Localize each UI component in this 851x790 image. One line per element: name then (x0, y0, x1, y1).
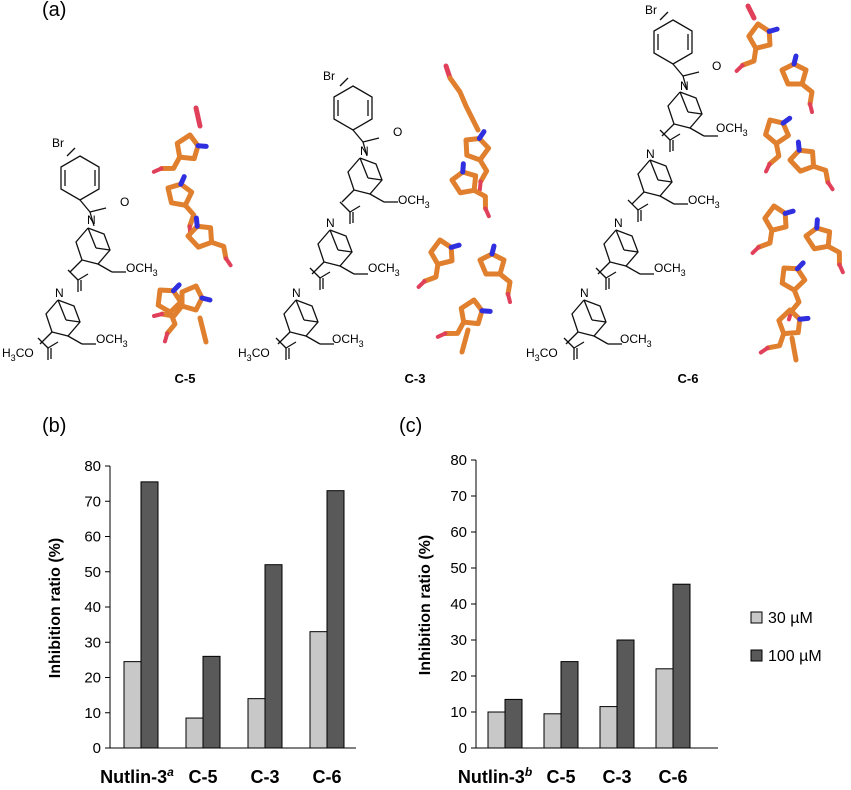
y-tick-label: 40 (84, 599, 101, 616)
y-tick-label: 80 (450, 452, 467, 469)
panel-a: (a) Br O N OCH3 N OCH3 H3CO C-5 (2, 0, 843, 386)
x-tick-label: Nutlin-3a (100, 765, 174, 787)
o-label: O (712, 59, 721, 73)
y-tick-label: 80 (84, 458, 101, 475)
y-tick-label: 50 (84, 564, 101, 581)
y-tick-label: 70 (450, 488, 467, 505)
model-c5-3d (139, 105, 231, 345)
n-label: N (55, 286, 64, 300)
y-tick-label: 20 (450, 668, 467, 685)
structure-c3-2d: Br O N OCH3 N OCH3 N OCH3 H3CO (238, 69, 430, 363)
och3-label: OCH3 (368, 261, 400, 278)
h3co-label: H3CO (238, 346, 270, 363)
bar-30um (123, 661, 142, 749)
panel-label-c: (c) (399, 415, 422, 437)
o-label: O (393, 125, 402, 139)
panel-b: (b) Inhibition ratio (%) 0 10 20 30 40 50 60 70… (42, 415, 356, 787)
bar-100um (560, 661, 579, 749)
x-tick-label: C-5 (188, 767, 217, 787)
y-tick-label: 40 (450, 596, 467, 613)
bar-100um (616, 639, 635, 749)
x-tick-label: C-5 (546, 767, 575, 787)
bar-100um (140, 481, 159, 749)
compound-label-c3: C-3 (405, 371, 426, 386)
y-tick-label: 10 (450, 704, 467, 721)
panel-c: (c) Inhibition ratio (%) 0 10 20 30 40 50 60 70… (399, 415, 822, 787)
bar-30um (309, 631, 328, 749)
bar-100um (264, 564, 283, 749)
legend-swatch-100um (750, 649, 763, 662)
bar-100um (504, 698, 523, 749)
y-tick-label: 30 (450, 632, 467, 649)
compound-label-c5: C-5 (175, 371, 196, 386)
y-tick-label: 60 (84, 529, 101, 546)
bar-30um (543, 713, 562, 749)
structure-c6-2d: Br O N OCH3 N OCH3 N OCH3 N OCH3 H3CO (526, 3, 748, 363)
och3-label: OCH3 (398, 193, 430, 210)
bar-100um (326, 490, 345, 749)
o-label: O (120, 195, 129, 209)
bar-30um (599, 706, 618, 749)
och3-label: OCH3 (96, 332, 128, 349)
n-label: N (646, 147, 655, 161)
chart-b: 0 10 20 30 40 50 60 70 80 Nutlin-3a C-5 C-3 C-6 (84, 458, 356, 787)
n-label: N (580, 286, 589, 300)
legend-label: 30 µM (768, 610, 813, 627)
bar-100um (672, 583, 691, 749)
legend-label: 100 µM (768, 648, 822, 665)
bar-100um (202, 655, 221, 749)
legend-swatch-30um (750, 611, 763, 624)
y-tick-label: 20 (84, 670, 101, 687)
y-axis-label: Inhibition ratio (%) (417, 535, 434, 675)
model-c6-3d (722, 3, 843, 363)
bar-30um (247, 698, 266, 749)
n-label: N (614, 216, 623, 230)
x-tick-label: Nutlin-3b (458, 765, 532, 787)
n-label: N (87, 213, 96, 227)
n-label: N (680, 79, 689, 93)
br-label: Br (323, 69, 335, 83)
y-tick-label: 60 (450, 524, 467, 541)
y-tick-label: 10 (84, 705, 101, 722)
panel-label-a: (a) (42, 0, 66, 21)
n-label: N (326, 216, 335, 230)
legend: 30 µM 100 µM (750, 610, 822, 665)
n-label: N (360, 144, 369, 158)
bar-30um (655, 668, 674, 749)
h3co-label: H3CO (526, 346, 558, 363)
y-tick-label: 50 (450, 560, 467, 577)
och3-label: OCH3 (688, 193, 720, 210)
h3co-label: H3CO (2, 346, 34, 363)
x-tick-label: C-6 (312, 767, 341, 787)
bar-30um (185, 717, 204, 749)
y-tick-label: 30 (84, 634, 101, 651)
chart-c: 0 10 20 30 40 50 60 70 80 Nutlin-3b C-5 C-3 C-6 (450, 452, 718, 787)
bar-30um (487, 711, 506, 749)
y-axis-label: Inhibition ratio (%) (47, 538, 64, 678)
och3-label: OCH3 (126, 261, 158, 278)
n-label: N (292, 286, 301, 300)
och3-label: OCH3 (332, 332, 364, 349)
och3-label: OCH3 (620, 332, 652, 349)
x-tick-label: C-6 (658, 767, 687, 787)
model-c3-3d (404, 63, 510, 355)
br-label: Br (52, 136, 64, 150)
compound-label-c6: C-6 (678, 371, 699, 386)
och3-label: OCH3 (716, 121, 748, 138)
y-tick-label: 0 (93, 740, 101, 757)
br-label: Br (645, 3, 657, 17)
panel-label-b: (b) (42, 415, 66, 437)
x-tick-label: C-3 (602, 767, 631, 787)
structure-c5-2d: Br O N OCH3 N OCH3 H3CO (2, 136, 158, 363)
y-tick-label: 70 (84, 493, 101, 510)
x-tick-label: C-3 (250, 767, 279, 787)
och3-label: OCH3 (654, 261, 686, 278)
y-tick-label: 0 (459, 740, 467, 757)
